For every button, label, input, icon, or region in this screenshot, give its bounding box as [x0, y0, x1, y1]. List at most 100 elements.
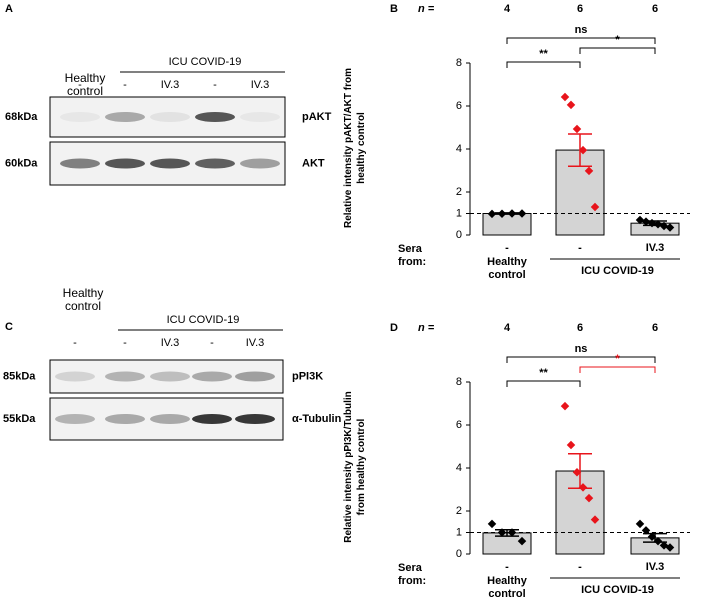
- panel-letter: C: [5, 321, 13, 333]
- y-tick-label: 1: [456, 207, 462, 219]
- band: [195, 158, 235, 169]
- marker-label: 68kDa: [5, 111, 38, 123]
- data-point: [647, 532, 657, 542]
- y-axis-title: Relative intensity pPI3K/Tubulin from he…: [343, 391, 367, 543]
- lane-label: -: [123, 79, 127, 91]
- band: [192, 414, 232, 424]
- marker-label: 60kDa: [5, 157, 38, 169]
- marker-label: 85kDa: [3, 370, 36, 382]
- n-value: 6: [577, 322, 583, 334]
- n-value: 6: [652, 3, 658, 15]
- group-label: Healthy control: [64, 71, 106, 98]
- blot-membrane: [49, 96, 286, 138]
- data-point: [635, 519, 645, 529]
- group-label: ICU COVID-19: [581, 584, 654, 596]
- panel-letter: D: [390, 322, 398, 334]
- significance-label: *: [615, 353, 620, 365]
- n-value: 4: [504, 3, 511, 15]
- group-label: ICU COVID-19: [581, 265, 654, 277]
- band: [240, 112, 280, 122]
- significance-bracket: [506, 380, 581, 387]
- band: [105, 112, 145, 122]
- n-label: n =: [418, 3, 435, 15]
- data-point: [653, 536, 663, 546]
- significance-bracket: [506, 356, 656, 363]
- y-tick-label: 6: [456, 100, 462, 112]
- significance-bracket: [579, 47, 656, 54]
- band: [105, 371, 145, 382]
- band: [55, 371, 95, 382]
- y-tick-label: 8: [456, 376, 462, 388]
- lane-label: -: [123, 337, 127, 349]
- data-point: [517, 536, 527, 546]
- band: [60, 112, 100, 122]
- significance-label: ns: [575, 343, 588, 355]
- band: [235, 414, 275, 424]
- group-title: Sera from:: [398, 562, 427, 587]
- significance-label: ns: [575, 24, 588, 36]
- significance-bracket: [506, 37, 656, 44]
- group-label: Healthy control: [487, 575, 527, 600]
- data-point: [578, 483, 588, 492]
- band: [55, 414, 95, 424]
- group-label: Healthy control: [62, 286, 104, 313]
- n-value: 4: [504, 322, 511, 334]
- n-value: 6: [577, 3, 583, 15]
- data-point: [487, 519, 497, 529]
- panel-letter: A: [5, 3, 13, 15]
- band: [192, 371, 232, 382]
- significance-label: **: [539, 367, 548, 379]
- band: [195, 112, 235, 122]
- data-point: [566, 440, 576, 450]
- significance-label: *: [615, 34, 620, 46]
- data-point: [572, 124, 582, 134]
- y-tick-label: 0: [456, 229, 462, 241]
- data-point: [560, 401, 570, 411]
- band: [105, 414, 145, 424]
- lane-label: -: [213, 79, 217, 91]
- significance-bracket: [506, 61, 581, 68]
- marker-label: 55kDa: [3, 413, 36, 425]
- lane-label: IV.3: [161, 337, 180, 349]
- x-tick-label: IV.3: [646, 242, 665, 254]
- data-point: [584, 493, 594, 503]
- y-axis-title: Relative intensity pAKT/AKT from healthy…: [343, 67, 367, 229]
- y-tick-label: 2: [456, 505, 462, 517]
- band: [240, 158, 280, 169]
- band: [150, 112, 190, 122]
- y-tick-label: 1: [456, 526, 462, 538]
- y-tick-label: 4: [456, 462, 462, 474]
- bar: [482, 213, 532, 236]
- x-tick-label: -: [578, 561, 582, 573]
- y-tick-label: 2: [456, 186, 462, 198]
- lane-label: -: [78, 79, 82, 91]
- n-label: n =: [418, 322, 435, 334]
- band: [235, 371, 275, 382]
- blot-membrane: [49, 359, 284, 394]
- group-label: ICU COVID-19: [167, 314, 240, 326]
- protein-label: AKT: [302, 157, 325, 169]
- lane-label: IV.3: [161, 79, 180, 91]
- data-point: [572, 468, 582, 477]
- group-label: ICU COVID-19: [169, 56, 242, 68]
- y-tick-label: 6: [456, 419, 462, 431]
- y-tick-label: 8: [456, 57, 462, 69]
- group-title: Sera from:: [398, 243, 427, 268]
- significance-bracket: [579, 366, 656, 373]
- data-point: [665, 543, 675, 552]
- x-tick-label: -: [578, 242, 582, 254]
- band: [150, 414, 190, 424]
- lane-label: -: [73, 337, 77, 349]
- significance-label: **: [539, 48, 548, 60]
- lane-label: IV.3: [251, 79, 270, 91]
- data-point: [560, 92, 570, 102]
- protein-label: α-Tubulin: [292, 413, 342, 425]
- band: [60, 158, 100, 169]
- lane-label: -: [210, 337, 214, 349]
- group-label: Healthy control: [487, 256, 527, 281]
- data-point: [566, 100, 576, 110]
- x-tick-label: IV.3: [646, 561, 665, 573]
- lane-label: IV.3: [246, 337, 265, 349]
- band: [150, 158, 190, 169]
- n-value: 6: [652, 322, 658, 334]
